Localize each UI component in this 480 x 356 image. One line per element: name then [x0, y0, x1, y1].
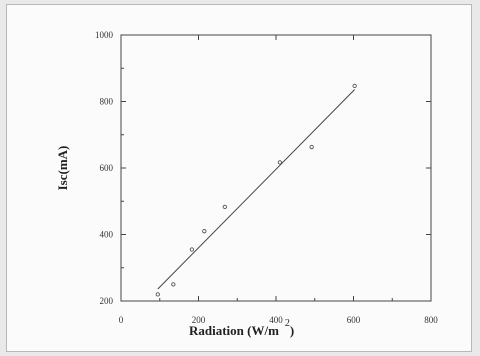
y-tick-label: 1000 — [95, 30, 114, 40]
data-point — [171, 282, 176, 287]
data-point — [352, 83, 357, 89]
scatter-chart: 0 200 400 600 800 200 400 600 800 1000 Radiation… — [55, 30, 439, 338]
x-tick-labels: 0 200 400 600 800 — [119, 315, 439, 325]
data-point — [202, 229, 207, 234]
x-tick-label: 800 — [424, 315, 438, 325]
data-points — [155, 83, 357, 297]
data-point — [155, 292, 160, 297]
x-tick-label: 0 — [119, 315, 124, 325]
y-axis-title: Isc(mA) — [55, 146, 70, 191]
x-tick-label: 600 — [347, 315, 361, 325]
x-axis-title: Radiation (W/m 2) — [189, 318, 294, 338]
figure-frame: 0 200 400 600 800 200 400 600 800 1000 Radiation… — [6, 4, 472, 352]
y-tick-label: 200 — [100, 296, 114, 306]
x-axis-title-superscript: 2 — [285, 318, 290, 329]
x-tick-label: 400 — [269, 315, 283, 325]
y-tick-label: 600 — [100, 163, 114, 173]
data-point — [222, 204, 228, 210]
plot-area — [120, 34, 432, 302]
y-tick-label: 800 — [100, 97, 114, 107]
x-tick-label: 200 — [192, 315, 206, 325]
trend-line — [157, 89, 356, 290]
y-tick-labels: 200 400 600 800 1000 — [95, 30, 114, 306]
data-point — [189, 247, 195, 252]
data-point — [277, 160, 283, 165]
x-axis-title-text: Radiation (W/m — [189, 323, 279, 338]
y-tick-label: 400 — [100, 230, 114, 240]
axis-ticks — [120, 34, 432, 302]
x-axis-title-suffix: ) — [290, 323, 294, 338]
data-point — [309, 144, 314, 150]
